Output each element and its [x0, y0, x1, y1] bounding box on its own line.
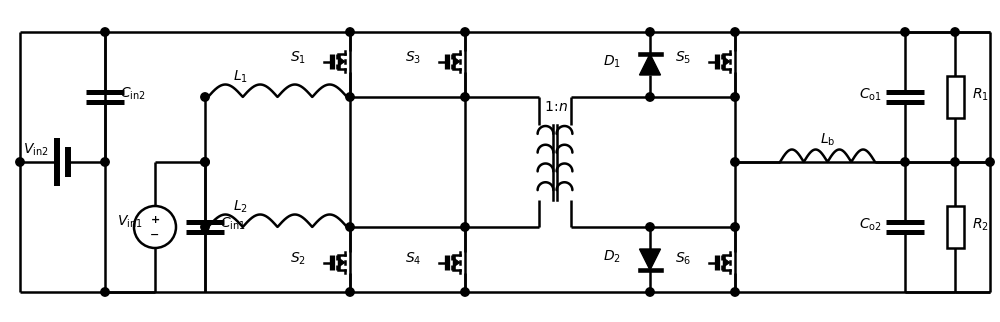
- Polygon shape: [640, 54, 660, 75]
- Bar: [946, 76, 964, 118]
- Circle shape: [101, 288, 109, 296]
- Text: $S_2$: $S_2$: [290, 250, 306, 267]
- Circle shape: [901, 158, 909, 166]
- Text: $L_1$: $L_1$: [233, 69, 247, 85]
- Bar: [946, 206, 964, 248]
- Text: $C_{\mathrm{o2}}$: $C_{\mathrm{o2}}$: [859, 217, 881, 233]
- Circle shape: [16, 158, 24, 166]
- Circle shape: [731, 93, 739, 101]
- Text: $L_{\mathrm{b}}$: $L_{\mathrm{b}}$: [820, 132, 835, 148]
- Text: $D_1$: $D_1$: [603, 53, 621, 70]
- Text: $C_{\mathrm{in1}}$: $C_{\mathrm{in1}}$: [220, 216, 246, 232]
- Polygon shape: [640, 249, 660, 270]
- Text: $R_1$: $R_1$: [972, 87, 988, 103]
- Circle shape: [346, 28, 354, 36]
- Circle shape: [346, 93, 354, 101]
- Polygon shape: [338, 57, 345, 66]
- Circle shape: [731, 288, 739, 296]
- Circle shape: [731, 223, 739, 231]
- Text: $1\!:\!n$: $1\!:\!n$: [544, 99, 568, 113]
- Text: +: +: [150, 215, 160, 225]
- Circle shape: [731, 158, 739, 166]
- Text: $V_{\mathrm{in2}}$: $V_{\mathrm{in2}}$: [23, 142, 49, 158]
- Text: $C_{\mathrm{in2}}$: $C_{\mathrm{in2}}$: [120, 86, 146, 102]
- Text: $S_6$: $S_6$: [675, 250, 691, 267]
- Circle shape: [201, 223, 209, 231]
- Text: $D_2$: $D_2$: [603, 248, 621, 265]
- Polygon shape: [723, 258, 730, 267]
- Circle shape: [201, 158, 209, 166]
- Circle shape: [646, 223, 654, 231]
- Circle shape: [951, 158, 959, 166]
- Circle shape: [646, 93, 654, 101]
- Circle shape: [646, 28, 654, 36]
- Text: $C_{\mathrm{o1}}$: $C_{\mathrm{o1}}$: [859, 87, 881, 103]
- Circle shape: [101, 158, 109, 166]
- Text: $S_4$: $S_4$: [405, 250, 421, 267]
- Text: $R_2$: $R_2$: [972, 217, 988, 233]
- Polygon shape: [723, 57, 730, 66]
- Circle shape: [461, 28, 469, 36]
- Text: $V_{\mathrm{in1}}$: $V_{\mathrm{in1}}$: [117, 214, 143, 230]
- Text: −: −: [150, 230, 160, 240]
- Polygon shape: [338, 258, 345, 267]
- Text: $S_3$: $S_3$: [405, 49, 421, 66]
- Circle shape: [201, 158, 209, 166]
- Circle shape: [646, 288, 654, 296]
- Polygon shape: [453, 258, 460, 267]
- Circle shape: [101, 28, 109, 36]
- Text: $S_1$: $S_1$: [290, 49, 306, 66]
- Circle shape: [461, 288, 469, 296]
- Circle shape: [951, 28, 959, 36]
- Circle shape: [346, 223, 354, 231]
- Polygon shape: [453, 57, 460, 66]
- Circle shape: [201, 93, 209, 101]
- Text: $L_2$: $L_2$: [233, 199, 247, 215]
- Circle shape: [461, 93, 469, 101]
- Circle shape: [731, 28, 739, 36]
- Circle shape: [986, 158, 994, 166]
- Circle shape: [901, 28, 909, 36]
- Circle shape: [461, 223, 469, 231]
- Circle shape: [346, 288, 354, 296]
- Text: $S_5$: $S_5$: [675, 49, 691, 66]
